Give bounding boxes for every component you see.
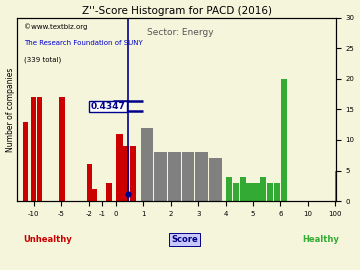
Text: ©www.textbiz.org: ©www.textbiz.org [24, 23, 87, 30]
Bar [86, 164, 92, 201]
Bar [130, 146, 136, 201]
Text: Healthy: Healthy [302, 235, 339, 244]
Bar [23, 122, 28, 201]
Text: Unhealthy: Unhealthy [23, 235, 72, 244]
Bar [116, 134, 122, 201]
Text: 0.4347: 0.4347 [91, 102, 126, 111]
Bar [182, 152, 194, 201]
Bar [233, 183, 239, 201]
Bar [94, 189, 97, 201]
Bar [267, 183, 273, 201]
Bar [274, 183, 280, 201]
Bar [140, 128, 153, 201]
Bar [168, 152, 181, 201]
Text: The Research Foundation of SUNY: The Research Foundation of SUNY [24, 40, 143, 46]
Bar [37, 97, 42, 201]
Bar [106, 183, 112, 201]
Bar [59, 97, 66, 201]
Bar [123, 146, 130, 201]
Text: (339 total): (339 total) [24, 56, 61, 63]
Text: Score: Score [171, 235, 198, 244]
Bar [154, 152, 167, 201]
Bar [90, 189, 94, 201]
Bar [195, 152, 208, 201]
Title: Z''-Score Histogram for PACD (2016): Z''-Score Histogram for PACD (2016) [81, 6, 271, 16]
Bar [209, 158, 222, 201]
Bar [253, 183, 260, 201]
Bar [226, 177, 232, 201]
Bar [281, 79, 287, 201]
Bar [31, 97, 36, 201]
Bar [260, 177, 266, 201]
Y-axis label: Number of companies: Number of companies [5, 67, 14, 152]
Bar [240, 177, 246, 201]
Bar [247, 183, 253, 201]
Text: Sector: Energy: Sector: Energy [147, 28, 213, 37]
